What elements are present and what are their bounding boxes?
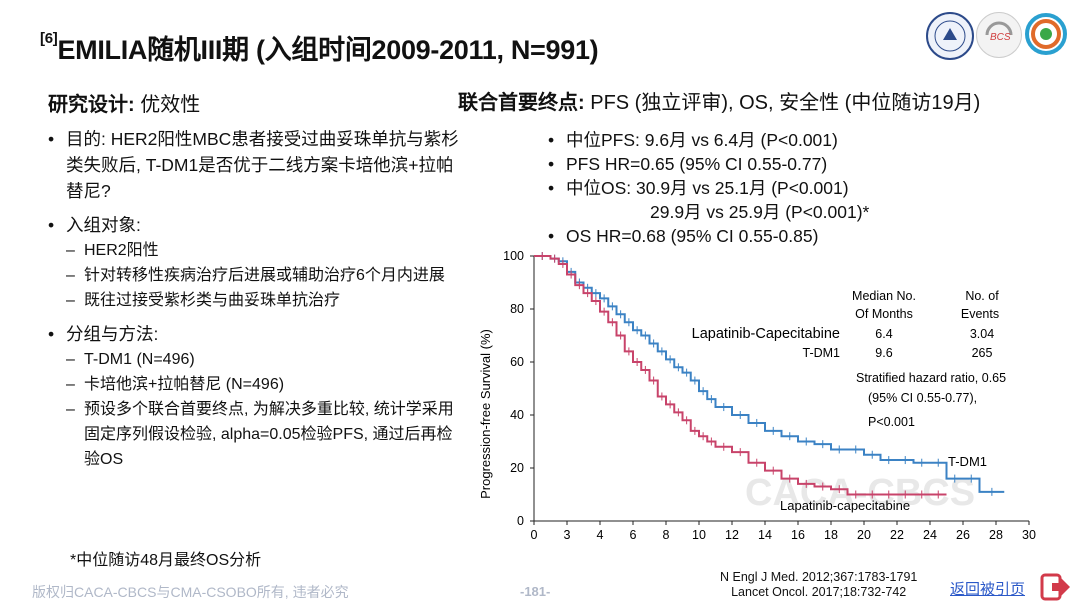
table-row-label: Lapatinib-Capecitabine [692,326,840,342]
population-item: HER2阳性 [66,238,468,263]
left-bullet-list: 目的: HER2阳性MBC患者接受过曲妥珠单抗与紫杉类失败后, T-DM1是否优… [48,126,468,472]
x-tick-label: 26 [956,528,970,542]
table-row-median: 9.6 [875,346,892,360]
groups-item: T-DM1 (N=496) [66,347,468,372]
svg-text:BCS: BCS [990,32,1011,43]
university-seal-logo [926,12,974,60]
purpose-bullet: 目的: HER2阳性MBC患者接受过曲妥珠单抗与紫杉类失败后, T-DM1是否优… [48,126,468,204]
table-row-events: 3.04 [970,327,994,341]
table-header-events: No. of [965,289,999,303]
result-bullet: 中位OS: 30.9月 vs 25.1月 (P<0.001) [548,176,869,200]
csobo-logo [1024,12,1068,56]
results-bullet-list: 中位PFS: 9.6月 vs 6.4月 (P<0.001) PFS HR=0.6… [548,128,869,248]
result-bullet: 中位PFS: 9.6月 vs 6.4月 (P<0.001) [548,128,869,152]
result-bullet: OS HR=0.68 (95% CI 0.55-0.85) [548,224,869,248]
table-header-events-2: Events [961,307,999,321]
result-bullet-continuation: 29.9月 vs 25.9月 (P<0.001)* [650,202,870,222]
study-design-header: 研究设计: 优效性 [48,94,201,116]
page-number: -181- [520,584,551,599]
population-bullet: 入组对象: HER2阳性 针对转移性疾病治疗后进展或辅助治疗6个月内进展 既往过… [48,212,468,313]
logo-group: BCS [922,12,1072,64]
reference-line: N Engl J Med. 2012;367:1783-1791 [720,570,918,584]
series-label-lapatinib: Lapatinib-capecitabine [780,498,910,513]
hazard-note-line: P<0.001 [868,415,915,429]
x-tick-label: 20 [857,528,871,542]
reference-line: Lancet Oncol. 2017;18:732-742 [731,585,907,599]
x-tick-label: 28 [989,528,1003,542]
endpoints-header: 联合首要终点: PFS (独立评审), OS, 安全性 (中位随访19月) [458,92,981,114]
km-curve-1 [534,255,947,496]
x-tick-label: 12 [725,528,739,542]
table-header-median-2: Of Months [855,307,913,321]
x-tick-label: 4 [597,528,604,542]
title-text: EMILIA随机III期 (入组时间2009-2011, N=991) [57,35,599,65]
x-tick-label: 10 [692,528,706,542]
y-tick-label: 0 [517,514,524,528]
x-tick-label: 16 [791,528,805,542]
x-tick-label: 14 [758,528,772,542]
x-tick-label: 24 [923,528,937,542]
back-link[interactable]: 返回被引页 [950,581,1026,598]
bcs-logo: BCS [976,12,1022,58]
title-reference: [6] [40,30,58,47]
back-arrow-button[interactable] [1040,572,1072,602]
x-tick-label: 6 [630,528,637,542]
chart-table: Median No. Of Months No. of Events Lapat… [692,289,1006,429]
groups-item: 卡培他滨+拉帕替尼 (N=496) [66,372,468,397]
y-tick-label: 80 [510,302,524,316]
spacer [48,204,468,212]
footnote: *中位随访48月最终OS分析 [70,552,262,569]
copyright-notice: 版权归CACA-CBCS与CMA-CSOBO所有, 违者必究 [32,584,349,600]
chart-axes: 0 3 4 6 8 10 12 14 16 18 20 22 24 26 28 30 0 20 40 60 80 100 [503,249,1036,542]
exit-arrow-icon [1040,573,1070,601]
hazard-note-line: (95% CI 0.55-0.77), [868,391,977,405]
table-header-median: Median No. [852,289,916,303]
references: N Engl J Med. 2012;367:1783-1791 Lancet … [720,570,917,600]
x-tick-label: 22 [890,528,904,542]
x-tick-label: 8 [663,528,670,542]
chart-curves [534,252,1005,499]
x-tick-label: 0 [531,528,538,542]
y-tick-label: 100 [503,249,524,263]
table-row-label: T-DM1 [803,346,841,360]
x-tick-label: 30 [1022,528,1036,542]
groups-item: 预设多个联合首要终点, 为解决多重比较, 统计学采用固定序列假设检验, alph… [66,397,468,472]
x-tick-label: 3 [564,528,571,542]
page-title: [6]EMILIA随机III期 (入组时间2009-2011, N=991) [40,28,599,67]
hazard-note-line: Stratified hazard ratio, 0.65 [856,371,1006,385]
y-tick-label: 40 [510,408,524,422]
groups-bullet: 分组与方法: T-DM1 (N=496) 卡培他滨+拉帕替尼 (N=496) 预… [48,321,468,472]
spacer [48,313,468,321]
km-survival-chart: CACA-CBCS 0 3 4 6 8 10 12 14 16 18 20 22 24 26 28 30020… [478,249,1036,542]
series-label-tdm1: T-DM1 [948,454,987,469]
result-bullet: PFS HR=0.65 (95% CI 0.55-0.77) [548,152,869,176]
y-tick-label: 60 [510,355,524,369]
population-item: 既往过接受紫杉类与曲妥珠单抗治疗 [66,288,468,313]
table-row-events: 265 [972,346,993,360]
y-tick-label: 20 [510,461,524,475]
x-tick-label: 18 [824,528,838,542]
population-item: 针对转移性疾病治疗后进展或辅助治疗6个月内进展 [66,263,468,288]
table-row-median: 6.4 [875,327,892,341]
y-axis-label: Progression-free Survival (%) [478,329,493,499]
